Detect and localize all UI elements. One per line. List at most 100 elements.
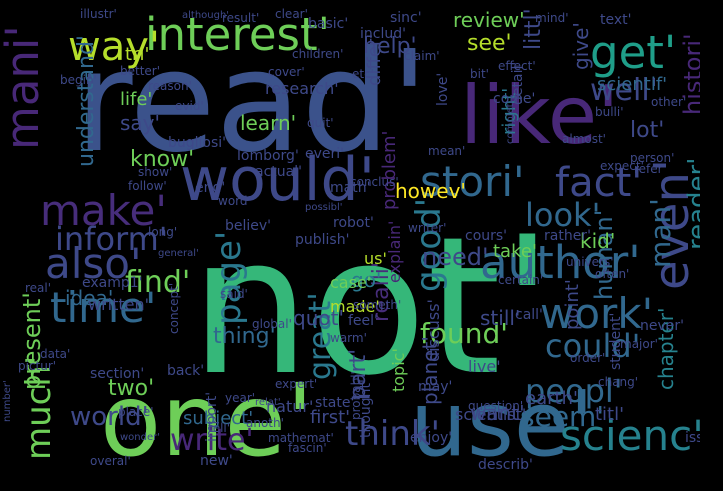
word-refer: refer': [634, 162, 666, 176]
word-text: text': [600, 12, 631, 28]
word-mean: mean': [428, 144, 465, 158]
word-pictur: pictur': [18, 359, 56, 373]
word-still: still': [480, 306, 520, 330]
word-may: may': [418, 379, 452, 395]
word-fascin: fascin': [288, 441, 327, 455]
word-written: written': [88, 295, 149, 314]
word-state: state': [315, 395, 354, 411]
word-actual: actual': [255, 164, 302, 180]
word-man: man': [644, 198, 677, 268]
word-part: part': [346, 349, 371, 400]
word-look: look': [525, 196, 600, 234]
word-kid: kid': [580, 229, 615, 253]
word-great: great': [303, 292, 338, 380]
word-fact: fact': [555, 160, 642, 206]
word-possibl: possibl': [305, 202, 343, 213]
word-detail: detail': [510, 62, 526, 105]
word-clear: clear': [275, 7, 308, 21]
word-time: time': [50, 283, 156, 332]
word-publish: publish': [295, 232, 349, 248]
word-chang: chang': [598, 375, 638, 389]
word-interest: interest': [145, 8, 330, 61]
word-cover: cover': [268, 65, 305, 79]
word-write: write': [170, 423, 254, 458]
word-good: good': [409, 198, 449, 292]
word-reader: reader': [683, 158, 700, 250]
word-enjoy: enjoy': [410, 430, 452, 446]
word-math: math': [330, 180, 370, 196]
word-lomborg: lomborg': [237, 148, 299, 164]
word-much: much': [19, 356, 59, 460]
word-like: like': [460, 69, 619, 162]
word-robot: robot': [333, 215, 374, 231]
word-probabl: probabl': [349, 371, 363, 420]
word-understand: understand': [74, 35, 99, 167]
word-number: number': [2, 380, 13, 422]
word-littl: littl': [521, 8, 546, 50]
word-subject: subject': [183, 408, 253, 429]
word-new: new': [200, 453, 233, 469]
word-never: never': [640, 318, 684, 334]
word-tell: tell': [208, 421, 230, 435]
word-way: way': [68, 24, 160, 70]
word-live: live': [468, 357, 501, 376]
word-someth: someth': [353, 298, 401, 312]
word-effect: effect': [498, 59, 536, 73]
word-also: also': [45, 239, 142, 288]
word-us: us': [364, 249, 387, 268]
word-concept: concept': [167, 283, 181, 334]
word-cloud: read'not'one' use' like' interest' would' aut…: [0, 7, 700, 470]
word-expert: expert': [275, 377, 317, 391]
word-research: research': [265, 79, 339, 98]
word-warm: warm': [330, 331, 367, 345]
word-first: first': [310, 407, 350, 428]
word-come: come': [493, 91, 535, 107]
word-discuss: discuss': [424, 299, 443, 362]
word-page: page': [209, 231, 249, 325]
word-need: need': [422, 243, 489, 271]
word-although: although': [182, 10, 229, 21]
word-import: import': [204, 392, 220, 442]
word-result: result': [222, 11, 259, 25]
word-expect: expect': [600, 159, 644, 173]
word-certain: certain': [498, 273, 543, 287]
word-explain: explain': [385, 221, 404, 283]
word-long: long': [148, 225, 177, 239]
word-end: end': [195, 180, 225, 196]
word-cours: cours': [465, 228, 507, 244]
word-place: place': [118, 405, 154, 419]
word-read: read': [75, 21, 429, 184]
word-seem: seem': [520, 400, 604, 433]
word-love: love': [435, 73, 451, 106]
word-illustr: illustr': [80, 7, 117, 21]
word-general: general': [158, 248, 199, 259]
word-better: better': [120, 64, 160, 78]
word-bit: bit': [470, 67, 489, 81]
word-includ: includ': [360, 26, 406, 42]
word-other: other': [651, 95, 686, 109]
word-present: present': [18, 292, 46, 390]
word-quot: quot': [293, 306, 344, 330]
word-find: find': [125, 265, 190, 300]
word-reason: reason': [148, 79, 192, 93]
word-follow: follow': [128, 179, 167, 193]
word-real: real': [25, 281, 51, 295]
word-not: not': [190, 196, 553, 417]
word-help: help': [363, 34, 417, 59]
word-case: case': [330, 273, 371, 292]
word-writer: writer': [408, 221, 446, 235]
word-realli: realli': [369, 262, 394, 322]
word-use: use': [410, 372, 594, 470]
word-give: give': [569, 22, 593, 70]
word-titl: titl': [595, 404, 624, 425]
word-made: made': [330, 297, 380, 316]
word-work: work': [540, 289, 653, 338]
word-almost: almost': [562, 132, 606, 146]
word-etc: etc': [352, 67, 374, 81]
word-believ: believ': [225, 218, 271, 234]
word-found: found': [420, 317, 508, 350]
word-thought: thought': [358, 379, 374, 438]
word-scientif: scientif': [597, 74, 667, 95]
word-student: student': [608, 313, 624, 370]
